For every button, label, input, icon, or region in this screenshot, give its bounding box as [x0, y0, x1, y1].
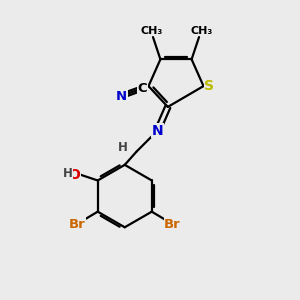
Text: N: N: [152, 124, 163, 138]
Text: S: S: [204, 79, 214, 93]
Text: N: N: [116, 90, 128, 103]
Text: H: H: [62, 167, 72, 179]
Text: CH₃: CH₃: [191, 26, 213, 35]
Text: Br: Br: [68, 218, 85, 231]
Text: H: H: [118, 140, 128, 154]
Text: O: O: [69, 167, 80, 182]
Text: Br: Br: [164, 218, 181, 231]
Text: CH₃: CH₃: [140, 26, 163, 35]
Text: C: C: [137, 82, 147, 95]
